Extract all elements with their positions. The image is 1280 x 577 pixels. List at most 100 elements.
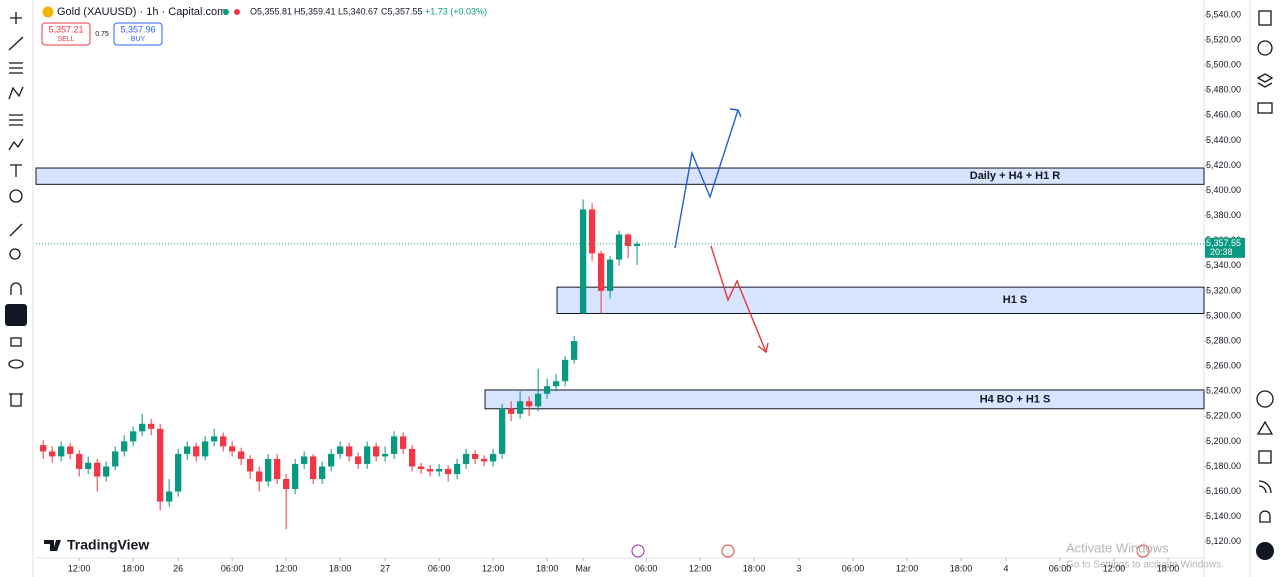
candle-body [615, 234, 623, 260]
x-tick-label: 18:00 [950, 563, 973, 573]
x-tick-label: 18:00 [536, 563, 559, 573]
fib-tool[interactable] [9, 62, 23, 74]
candle-body [453, 463, 461, 474]
candle-body [292, 463, 299, 490]
candle-body [148, 423, 155, 429]
apps-icon[interactable] [1256, 542, 1274, 560]
crosshair-tool[interactable] [10, 12, 22, 24]
watchlist-icon[interactable] [1258, 10, 1272, 26]
x-tick-label: 12:00 [1103, 563, 1126, 573]
candle-body [480, 458, 488, 462]
x-tick-label: 27 [380, 563, 390, 573]
x-tick-label: 06:00 [635, 563, 658, 573]
y-tick-label: 5,180.00 [1206, 461, 1241, 471]
right-toolbar [1256, 10, 1274, 560]
candle-body [426, 468, 434, 472]
x-tick-label: 4 [1004, 563, 1009, 573]
x-tick-label: 12:00 [482, 563, 505, 573]
chat-icon[interactable] [1257, 102, 1273, 114]
x-tick-label: 18:00 [329, 563, 352, 573]
buy-button[interactable] [113, 22, 163, 46]
emoji-tool[interactable] [9, 189, 23, 203]
target-icon[interactable] [1256, 390, 1274, 408]
arrow-head [757, 342, 769, 354]
text-tool[interactable] [10, 164, 22, 177]
delete-tool[interactable] [9, 393, 23, 407]
candle-body [166, 491, 173, 502]
candle-body [112, 451, 119, 467]
y-tick-label: 5,200.00 [1206, 436, 1241, 446]
lock-tool[interactable] [10, 337, 22, 347]
plot-area: Daily + H4 + H1 R H1 S H4 BO + H1 S [35, 167, 1205, 530]
y-tick-label: 5,240.00 [1206, 386, 1241, 396]
ideas-icon[interactable] [1256, 420, 1274, 435]
y-tick-label: 5,440.00 [1206, 135, 1241, 145]
event-icon[interactable] [1136, 544, 1150, 558]
calendar-icon[interactable] [1258, 450, 1272, 464]
bearish-arrow [710, 245, 767, 353]
sell-price: 5,357.21 [48, 24, 83, 34]
y-tick-label: 5,340.00 [1206, 260, 1241, 270]
x-tick-label: 18:00 [122, 563, 145, 573]
zoom-tool[interactable] [9, 248, 21, 260]
candle-body [85, 462, 92, 469]
x-tick-label: 26 [173, 563, 183, 573]
draw-mode-tool[interactable] [5, 304, 27, 326]
candle-body [633, 243, 641, 247]
ruler-tool[interactable] [9, 223, 23, 237]
candle-body [310, 456, 317, 480]
stream-icon[interactable] [1258, 480, 1272, 494]
candle-body [354, 456, 362, 464]
candle-body [462, 453, 470, 464]
watermark-title: Activate Windows [1066, 540, 1169, 555]
candle-body [301, 456, 308, 464]
pattern-tool[interactable] [8, 86, 24, 100]
zone [556, 286, 1205, 314]
zone [484, 389, 1205, 410]
zone-label: H1 S [1003, 294, 1027, 306]
y-tick-label: 5,280.00 [1206, 335, 1241, 345]
buy-label: BUY [131, 36, 146, 43]
y-tick-label: 5,520.00 [1206, 35, 1241, 45]
candle-body [507, 408, 515, 414]
candle-body [220, 436, 227, 447]
candle-body [597, 253, 605, 291]
alerts-icon[interactable] [1257, 40, 1273, 56]
ohlc-open: O5,355.81 [250, 6, 292, 16]
candle-body [588, 209, 596, 254]
candle-body [579, 209, 587, 314]
magnet-tool[interactable] [10, 282, 22, 295]
market-status [223, 9, 229, 15]
sell-button[interactable] [41, 22, 91, 46]
brush-tool[interactable] [8, 138, 24, 151]
spread: 0.75 [95, 31, 109, 38]
visibility-tool[interactable] [8, 359, 24, 369]
candle-body [345, 446, 353, 457]
last-price-label: 5,357.55 [1206, 238, 1241, 248]
ohlc-change: +1.73 (+0.03%) [425, 6, 487, 16]
forecast-tool[interactable] [9, 114, 23, 126]
candle-body [561, 359, 569, 382]
y-tick-label: 5,140.00 [1206, 511, 1241, 521]
candle-body [193, 446, 200, 457]
candle-body [372, 446, 380, 457]
x-tick-label: 18:00 [1157, 563, 1180, 573]
symbol-title[interactable]: Gold (XAUUSD) · 1h · Capital.com [57, 6, 226, 18]
trendline-tool[interactable] [8, 36, 24, 51]
x-tick-label: 12:00 [896, 563, 919, 573]
y-tick-label: 5,480.00 [1206, 85, 1241, 95]
candle-body [202, 441, 209, 457]
event-icon[interactable] [631, 544, 645, 558]
x-tick-label: 06:00 [221, 563, 244, 573]
watermark-subtitle: Go to Settings to activate Windows. [1066, 560, 1224, 571]
notifications-icon[interactable] [1259, 510, 1271, 523]
event-icon[interactable] [721, 544, 735, 558]
countdown: 20:38 [1210, 247, 1233, 257]
ohlc-high: H5,359.41 [294, 6, 336, 16]
candle-body [67, 446, 74, 454]
candle-body [175, 453, 182, 492]
layers-icon[interactable] [1256, 73, 1274, 88]
candle-body [274, 458, 281, 480]
